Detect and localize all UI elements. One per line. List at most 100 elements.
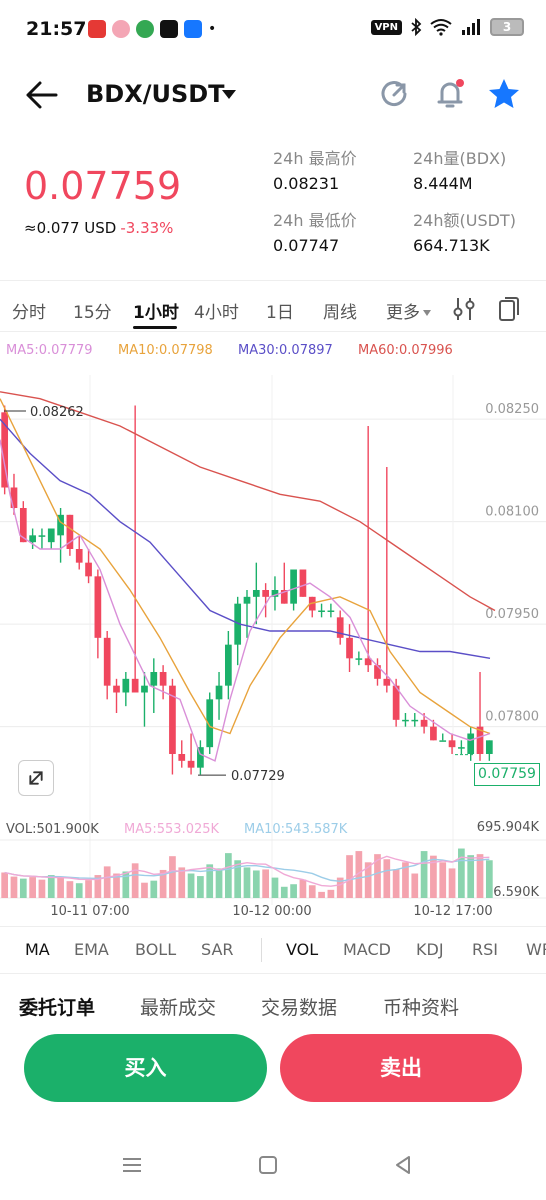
chrome-app-icon	[136, 20, 154, 38]
tab-timeframe-week[interactable]: 周线	[323, 303, 357, 323]
x-tick-label: 10-12 00:00	[232, 904, 311, 919]
recent-apps-icon[interactable]	[121, 1154, 143, 1176]
legend-ma5: MA5:0.07779	[6, 343, 93, 358]
last-price: 0.07759	[24, 164, 182, 208]
volume-value: 8.444M	[413, 174, 473, 193]
landscape-toggle-icon[interactable]	[497, 295, 521, 323]
candle-body	[346, 637, 353, 659]
candle-body	[243, 596, 251, 604]
tab-indicator-ma[interactable]: MA	[25, 940, 50, 959]
volume-bar	[19, 878, 27, 898]
pair-selector[interactable]: BDX/USDT	[86, 80, 225, 108]
tab-indicator-vol[interactable]: VOL	[286, 940, 319, 959]
candle-body	[38, 535, 46, 537]
tab-indicator-rsi[interactable]: RSI	[472, 940, 498, 959]
tab-indicator-sar[interactable]: SAR	[201, 940, 234, 959]
tab-latest-trades[interactable]: 最新成交	[140, 997, 217, 1019]
bell-icon[interactable]	[432, 76, 468, 112]
share-icon[interactable]	[377, 76, 413, 112]
amount-label: 24h额(USDT)	[413, 211, 516, 230]
candle-body	[159, 672, 167, 686]
candle-body	[1, 412, 9, 488]
tab-timeframe-1d[interactable]: 1日	[266, 303, 294, 323]
volume-bar	[1, 872, 9, 898]
back-arrow-icon[interactable]	[22, 78, 62, 112]
x-tick-label: 10-12 17:00	[413, 904, 492, 919]
tab-indicator-ema[interactable]: EMA	[74, 940, 109, 959]
tab-timeframe-4h[interactable]: 4小时	[194, 303, 239, 323]
tab-open-orders[interactable]: 委托订单	[19, 997, 96, 1019]
volume-bar	[38, 879, 46, 898]
volume-bar	[280, 886, 288, 898]
volume-bar	[262, 869, 269, 898]
more-notifications-icon: •	[208, 21, 217, 37]
volume-max-label: 695.904K	[477, 820, 540, 835]
candle-body	[113, 685, 120, 693]
tab-coin-info[interactable]: 币种资料	[383, 997, 460, 1019]
sell-button[interactable]: 卖出	[280, 1034, 522, 1102]
volume-bar	[75, 883, 83, 898]
divider	[0, 973, 546, 974]
buy-button[interactable]: 买入	[24, 1034, 267, 1102]
tab-indicator-macd[interactable]: MACD	[343, 940, 391, 959]
wifi-icon	[430, 19, 452, 36]
tab-timeframe-1h[interactable]: 1小时	[133, 303, 179, 323]
candle-body	[85, 562, 92, 577]
candle-body	[476, 726, 484, 754]
maps-app-icon	[88, 20, 106, 38]
tab-indicator-wr[interactable]: WR	[526, 940, 546, 959]
tab-timeframe-line[interactable]: 分时	[12, 303, 46, 323]
candle-body	[271, 590, 279, 597]
last-price-tag: 0.07759	[474, 763, 540, 786]
volume-bar	[458, 848, 465, 898]
kline-chart[interactable]: 0.08250 0.08100 0.07950 0.07800 0.08262 0.077…	[0, 335, 546, 920]
candle-body	[57, 514, 64, 536]
tab-trading-data[interactable]: 交易数据	[261, 997, 338, 1019]
candle-body	[336, 617, 344, 638]
volume-bar	[243, 867, 251, 898]
legend-vol-ma5: MA5:553.025K	[124, 822, 220, 837]
volume-bar	[103, 866, 111, 898]
home-icon[interactable]	[258, 1154, 278, 1176]
tab-timeframe-more[interactable]: 更多	[386, 298, 431, 323]
candle-body	[280, 590, 288, 604]
candle-body	[448, 740, 456, 748]
tab-timeframe-15m[interactable]: 15分	[73, 303, 112, 323]
volume-bar	[113, 873, 120, 898]
candle-body	[430, 726, 437, 741]
high-value: 0.08231	[273, 174, 340, 193]
volume-bar	[150, 880, 158, 898]
volume-bar	[271, 877, 279, 898]
back-nav-icon[interactable]	[393, 1154, 413, 1176]
legend-ma60: MA60:0.07996	[358, 343, 453, 358]
volume-bar	[234, 860, 242, 898]
candle-body	[420, 719, 428, 727]
volume-bar	[327, 889, 335, 898]
candle-body	[197, 747, 204, 768]
notification-icons: •	[88, 20, 216, 38]
volume-bar	[318, 891, 325, 898]
candle-body	[318, 610, 325, 612]
ma30-line	[0, 418, 491, 660]
pair-dropdown-caret-icon[interactable]	[222, 90, 236, 99]
tab-indicator-kdj[interactable]: KDJ	[416, 940, 444, 959]
usd-equivalent: ≈0.077 USD	[24, 219, 117, 237]
volume-bar	[66, 881, 74, 898]
candle-body	[383, 678, 391, 686]
candle-body	[103, 637, 111, 686]
status-time: 21:57	[26, 18, 87, 40]
volume-bar	[57, 877, 64, 898]
volume-bar	[485, 860, 493, 898]
expand-chart-icon[interactable]	[18, 760, 54, 796]
volume-bar	[10, 876, 18, 898]
indicator-settings-icon[interactable]	[452, 296, 476, 322]
candle-body	[355, 658, 363, 660]
ma10-line	[0, 398, 491, 735]
y-tick-label: 0.08250	[485, 402, 539, 417]
tab-indicator-boll[interactable]: BOLL	[135, 940, 177, 959]
volume-bar	[420, 851, 428, 898]
candle-body	[225, 644, 232, 686]
volume-bar	[141, 882, 148, 898]
star-icon[interactable]	[486, 76, 522, 112]
tiktok-app-icon	[160, 20, 178, 38]
